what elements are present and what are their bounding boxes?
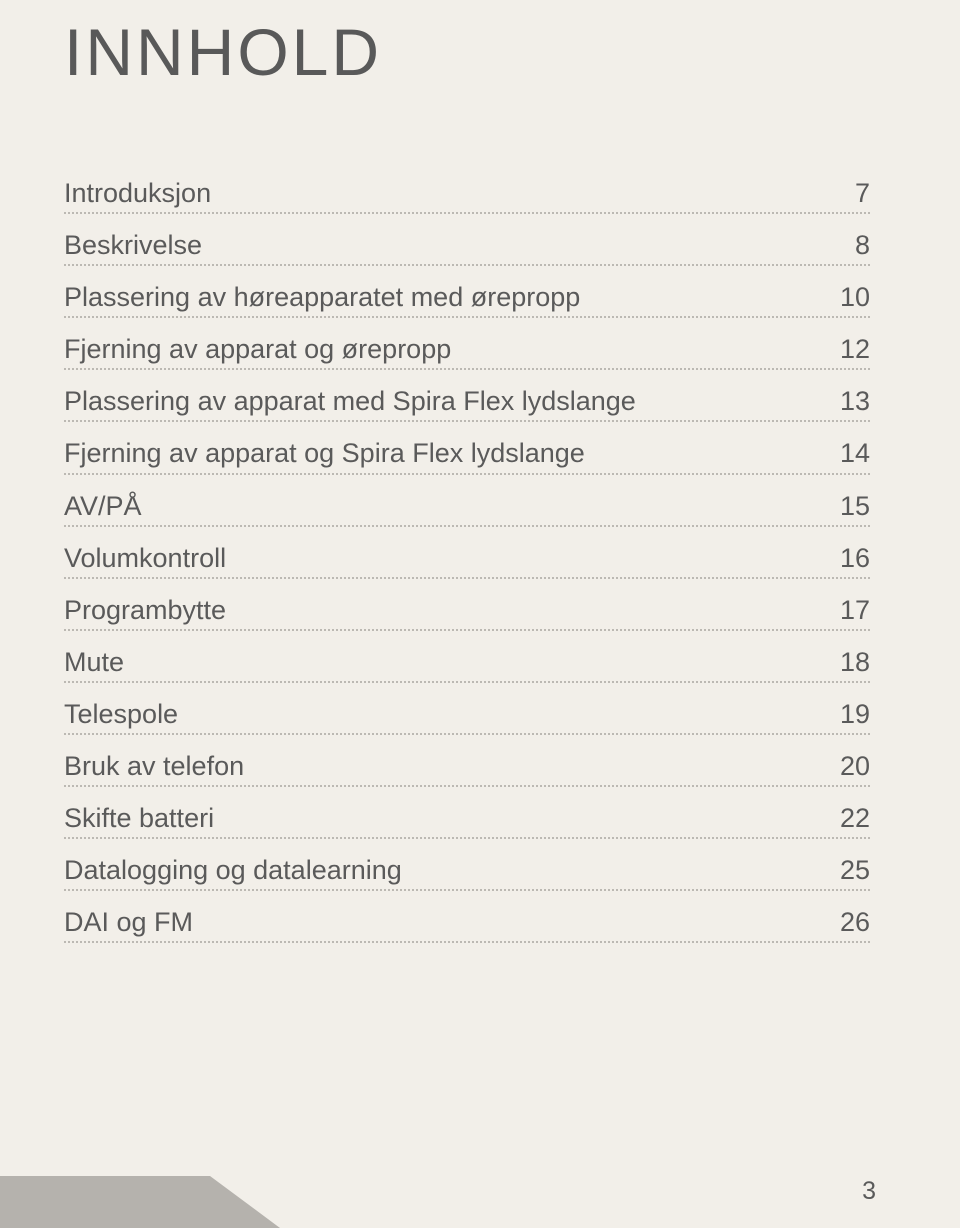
toc-page: 10 [830, 282, 870, 313]
table-of-contents: Introduksjon 7 Beskrivelse 8 Plassering … [64, 176, 870, 943]
toc-page: 18 [830, 647, 870, 678]
toc-label: DAI og FM [64, 905, 193, 940]
toc-page: 17 [830, 595, 870, 626]
toc-label: Bruk av telefon [64, 749, 244, 784]
page-content: INNHOLD Introduksjon 7 Beskrivelse 8 Pla… [0, 0, 960, 943]
toc-page: 13 [830, 386, 870, 417]
page-title: INNHOLD [64, 14, 870, 90]
toc-page: 7 [830, 178, 870, 209]
toc-page: 26 [830, 907, 870, 938]
toc-label: AV/PÅ [64, 489, 142, 524]
toc-row: Programbytte 17 [64, 593, 870, 631]
toc-row: Plassering av apparat med Spira Flex lyd… [64, 384, 870, 422]
toc-page: 25 [830, 855, 870, 886]
toc-label: Plassering av høreapparatet med ørepropp [64, 280, 580, 315]
toc-row: Mute 18 [64, 645, 870, 683]
toc-label: Plassering av apparat med Spira Flex lyd… [64, 384, 636, 419]
toc-row: Datalogging og datalearning 25 [64, 853, 870, 891]
toc-label: Mute [64, 645, 124, 680]
toc-row: Fjerning av apparat og Spira Flex lydsla… [64, 436, 870, 474]
toc-page: 22 [830, 803, 870, 834]
toc-row: DAI og FM 26 [64, 905, 870, 943]
toc-label: Volumkontroll [64, 541, 226, 576]
toc-page: 20 [830, 751, 870, 782]
toc-label: Skifte batteri [64, 801, 214, 836]
toc-row: Plassering av høreapparatet med ørepropp… [64, 280, 870, 318]
toc-label: Fjerning av apparat og Spira Flex lydsla… [64, 436, 585, 471]
toc-page: 12 [830, 334, 870, 365]
toc-label: Telespole [64, 697, 178, 732]
toc-page: 16 [830, 543, 870, 574]
toc-row: Introduksjon 7 [64, 176, 870, 214]
toc-row: Beskrivelse 8 [64, 228, 870, 266]
toc-page: 19 [830, 699, 870, 730]
toc-label: Beskrivelse [64, 228, 202, 263]
toc-row: Fjerning av apparat og ørepropp 12 [64, 332, 870, 370]
page-number: 3 [862, 1177, 876, 1206]
toc-row: Telespole 19 [64, 697, 870, 735]
toc-page: 14 [830, 438, 870, 469]
toc-page: 15 [830, 491, 870, 522]
toc-row: AV/PÅ 15 [64, 489, 870, 527]
toc-label: Introduksjon [64, 176, 211, 211]
toc-page: 8 [830, 230, 870, 261]
toc-label: Programbytte [64, 593, 226, 628]
toc-label: Fjerning av apparat og ørepropp [64, 332, 451, 367]
footer-bar: 3 [0, 1176, 960, 1228]
footer-decoration [0, 1176, 210, 1228]
toc-row: Skifte batteri 22 [64, 801, 870, 839]
toc-label: Datalogging og datalearning [64, 853, 402, 888]
toc-row: Volumkontroll 16 [64, 541, 870, 579]
toc-row: Bruk av telefon 20 [64, 749, 870, 787]
